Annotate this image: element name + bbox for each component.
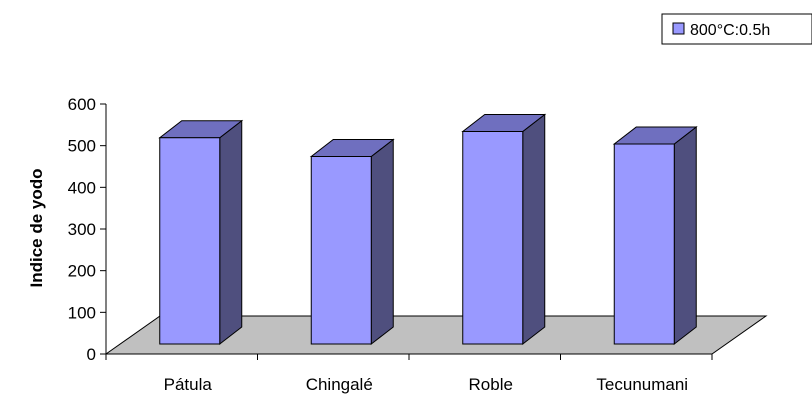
legend-swatch xyxy=(672,22,685,35)
bar-side xyxy=(370,138,394,346)
bar-side xyxy=(673,125,697,346)
bar xyxy=(158,119,244,346)
x-tick-label: Chingalé xyxy=(306,375,373,394)
legend-label: 800°C:0.5h xyxy=(690,22,770,39)
y-tick-label: 300 xyxy=(68,220,96,239)
bar-front xyxy=(310,156,372,345)
bar-front xyxy=(613,143,675,345)
y-tick-label: 600 xyxy=(68,95,96,114)
x-tick-label: Pátula xyxy=(164,375,213,394)
x-axis-ticks: Pátula Chingalé Roble Tecunumani xyxy=(105,354,713,394)
x-tick-label: Tecunumani xyxy=(596,375,688,394)
bar-front xyxy=(159,137,221,345)
legend: 800°C:0.5h xyxy=(661,13,812,45)
y-axis-label: Indice de yodo xyxy=(27,168,46,287)
y-tick-label: 200 xyxy=(68,262,96,281)
y-tick-label: 0 xyxy=(87,345,96,364)
y-axis-ticks: 0 100 200 300 400 500 600 xyxy=(68,95,106,364)
bar-front xyxy=(462,131,524,345)
bars xyxy=(158,113,698,346)
bar xyxy=(612,125,698,346)
y-tick-label: 500 xyxy=(68,137,96,156)
y-tick-label: 100 xyxy=(68,303,96,322)
bar-side xyxy=(522,113,546,346)
bar xyxy=(461,113,547,346)
legend-box xyxy=(661,13,812,45)
y-tick-label: 400 xyxy=(68,178,96,197)
bar-side xyxy=(219,119,243,346)
x-tick-label: Roble xyxy=(469,375,513,394)
bar xyxy=(309,138,395,346)
